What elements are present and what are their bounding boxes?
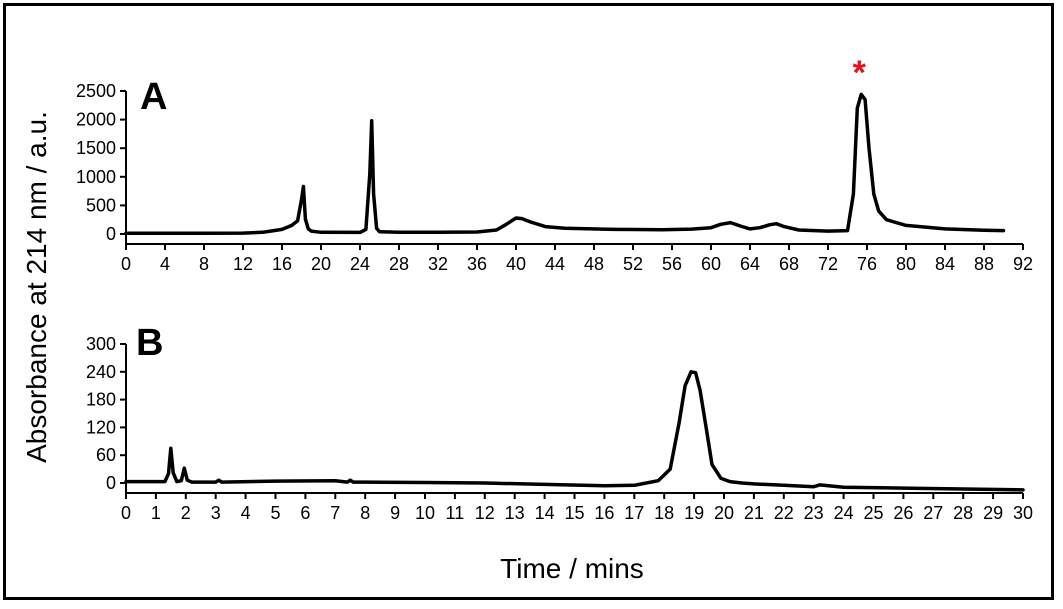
panel-b-x-tick-label: 2 <box>181 503 191 523</box>
panel-b-x-tick-label: 9 <box>390 503 400 523</box>
panel-b-y-tick-label: 60 <box>96 445 116 465</box>
panel-b-x-tick-label: 14 <box>535 503 555 523</box>
panel-b-x-tick-label: 13 <box>505 503 525 523</box>
panel-b-y-tick-label: 0 <box>106 473 116 493</box>
panel-a-y-tick-label: 1000 <box>76 167 116 187</box>
panel-a-x-tick-label: 48 <box>584 254 604 274</box>
panel-a-x-tick-label: 24 <box>350 254 370 274</box>
panel-b-x-tick-label: 11 <box>446 503 465 523</box>
panel-a-y-tick-label: 2000 <box>76 110 116 130</box>
panel-b-y-tick-label: 240 <box>86 362 116 382</box>
panel-b-x-tick-label: 27 <box>923 503 943 523</box>
y-axis-label: Absorbance at 214 nm / a.u. <box>21 111 52 463</box>
panel-b-x-tick-label: 1 <box>151 503 161 523</box>
panel-a-x-tick-label: 36 <box>467 254 487 274</box>
panel-b-x-tick-label: 30 <box>1013 503 1033 523</box>
panel-b-y-tick-label: 180 <box>86 390 116 410</box>
panel-b-x-tick-label: 4 <box>241 503 251 523</box>
panel-a-x-tick-label: 40 <box>506 254 526 274</box>
x-axis-label: Time / mins <box>500 553 644 584</box>
panel-b-y-tick-label: 120 <box>86 417 116 437</box>
panel-a-x-tick-label: 20 <box>311 254 331 274</box>
panel-b-x-tick-label: 10 <box>415 503 435 523</box>
panel-b-x-tick-label: 6 <box>300 503 310 523</box>
panel-b-x-tick-label: 26 <box>893 503 913 523</box>
panel-b-x-tick-label: 19 <box>684 503 704 523</box>
panel-a-y-tick-label: 2500 <box>76 81 116 101</box>
panel-a-x-tick-label: 28 <box>389 254 409 274</box>
panel-b-x-tick-label: 21 <box>744 503 764 523</box>
panel-b-x-tick-label: 17 <box>624 503 644 523</box>
panel-a-x-tick-label: 0 <box>121 254 131 274</box>
panel-a-x-tick-label: 92 <box>1013 254 1033 274</box>
panel-a-x-tick-label: 4 <box>160 254 170 274</box>
panel-b-x-tick-label: 18 <box>654 503 674 523</box>
panel-b-x-tick-label: 16 <box>594 503 614 523</box>
panel-b-x-tick-label: 22 <box>774 503 794 523</box>
panel-b-series-line <box>124 370 1025 492</box>
panel-b-y-tick-label: 300 <box>86 334 116 354</box>
panel-a-x-tick-label: 60 <box>701 254 721 274</box>
panel-a-x-tick-label: 52 <box>623 254 643 274</box>
panel-a-x-tick-label: 32 <box>428 254 448 274</box>
panel-b-label: B <box>136 322 163 364</box>
panel-a-x-tick-label: 56 <box>662 254 682 274</box>
panel-a-series-line <box>124 92 1006 236</box>
panel-a-y-tick-label: 500 <box>86 195 116 215</box>
panel-a-x-tick-label: 16 <box>272 254 292 274</box>
panel-b-x-tick-label: 28 <box>953 503 973 523</box>
panel-a-x-tick-label: 44 <box>545 254 565 274</box>
panel-b-x-tick-label: 12 <box>475 503 495 523</box>
panel-b-x-tick-label: 3 <box>211 503 221 523</box>
panel-a: 0 4 8 12 16 20 24 28 32 36 40 44 48 52 56 60 64 68 72 76 80 8… <box>76 54 1033 274</box>
panel-b-x-tick-label: 23 <box>804 503 824 523</box>
panel-a-x-tick-label: 68 <box>779 254 799 274</box>
panel-b-x-tick-label: 5 <box>270 503 280 523</box>
panel-a-x-tick-label: 88 <box>974 254 994 274</box>
panel-b-x-tick-label: 29 <box>983 503 1003 523</box>
panel-a-x-tick-label: 84 <box>935 254 955 274</box>
panel-a-y-tick-label: 0 <box>106 224 116 244</box>
panel-b-x-tick-label: 25 <box>863 503 883 523</box>
panel-a-x-tick-label: 76 <box>857 254 877 274</box>
panel-b-x-tick-label: 24 <box>834 503 854 523</box>
panel-b-x-tick-label: 15 <box>564 503 584 523</box>
panel-a-label: A <box>140 76 167 118</box>
panel-b-x-tick-label: 20 <box>714 503 734 523</box>
panel-a-x-tick-label: 12 <box>233 254 253 274</box>
panel-a-peak-marker: * <box>853 54 867 92</box>
panel-a-x-tick-label: 64 <box>740 254 760 274</box>
panel-b-x-tick-label: 7 <box>330 503 340 523</box>
panel-b: 0 1 2 3 4 5 6 7 8 9 10 11 12 13 14 15 16 17 18 19 20 21 22 23 24… <box>86 322 1033 523</box>
panel-a-y-tick-label: 1500 <box>76 138 116 158</box>
panel-b-x-tick-label: 0 <box>121 503 131 523</box>
panel-a-x-tick-label: 72 <box>818 254 838 274</box>
panel-a-x-tick-label: 80 <box>896 254 916 274</box>
figure-frame <box>3 3 1054 600</box>
panel-a-x-tick-label: 8 <box>199 254 209 274</box>
panel-b-x-tick-label: 8 <box>360 503 370 523</box>
